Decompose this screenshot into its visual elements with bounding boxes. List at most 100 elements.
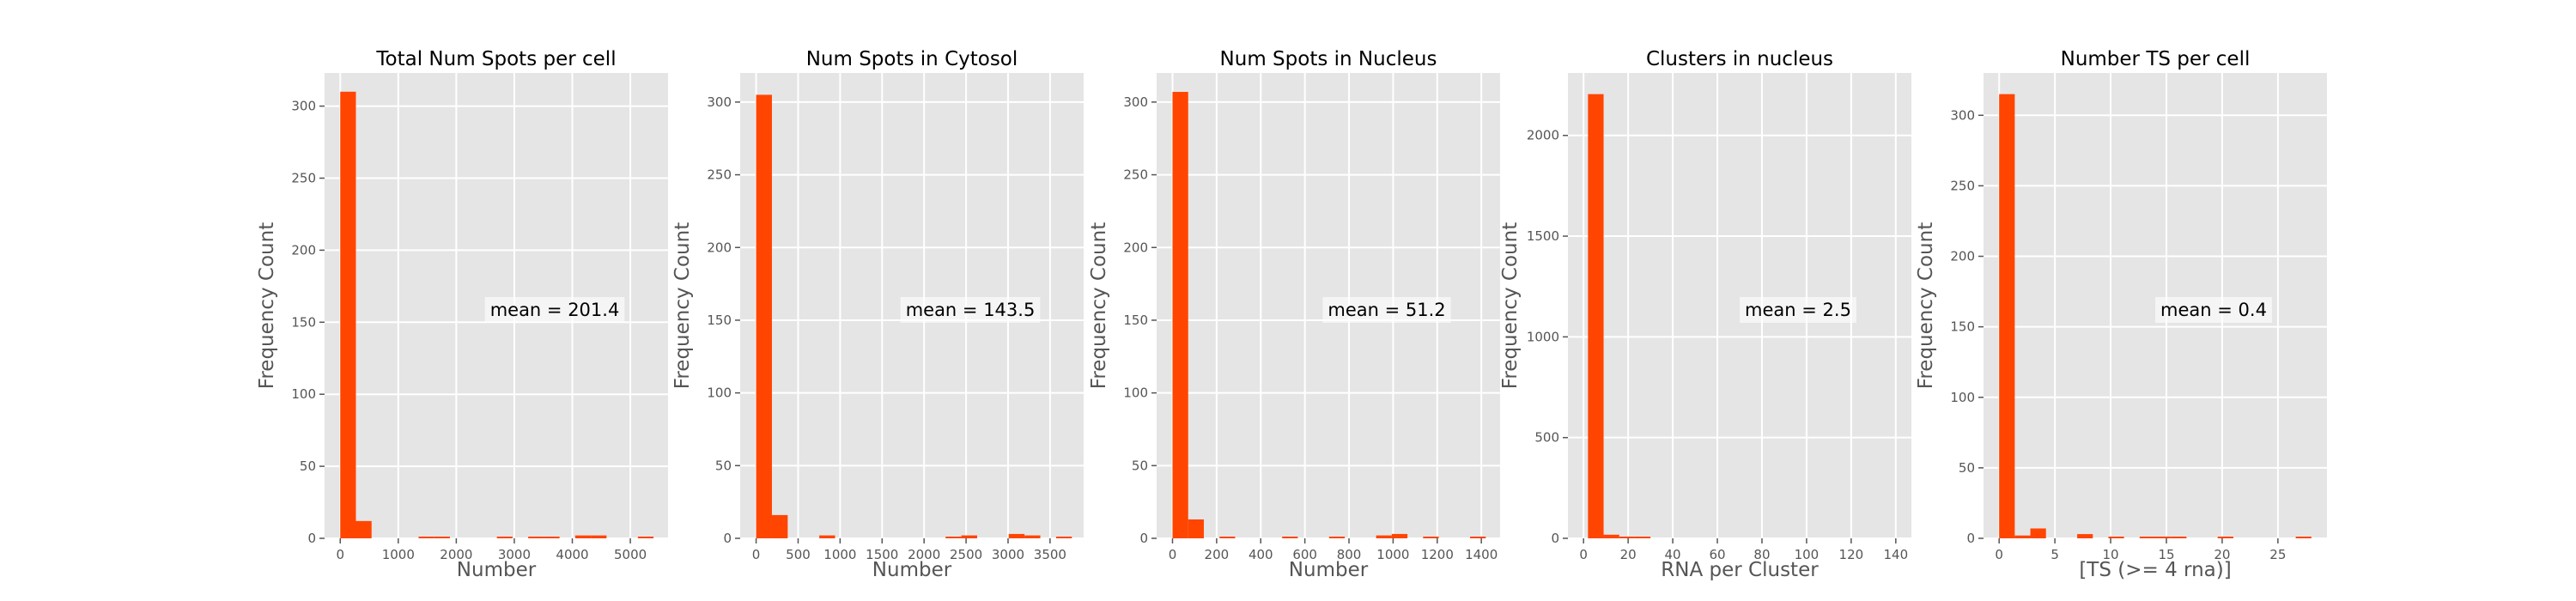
histogram-bar <box>1172 92 1188 539</box>
histogram-bar <box>2171 537 2187 538</box>
histogram-bar <box>1588 94 1604 539</box>
y-tick-label: 200 <box>291 242 316 258</box>
histogram-bar <box>1423 537 1439 538</box>
y-tick-label: 1500 <box>1527 228 1559 244</box>
chart-title: Total Num Spots per cell <box>375 48 616 70</box>
x-tick-label: 400 <box>1249 547 1273 562</box>
histogram-bar <box>1376 535 1392 538</box>
y-axis-label: Frequency Count <box>1088 222 1110 389</box>
y-tick-label: 300 <box>707 94 732 110</box>
x-tick-label: 140 <box>1883 547 1908 562</box>
y-axis-label: Frequency Count <box>671 222 694 389</box>
histogram-bar <box>819 535 835 538</box>
x-tick-label: 0 <box>1169 547 1177 562</box>
x-tick-label: 5 <box>2050 547 2059 562</box>
x-tick-label: 1000 <box>823 547 856 562</box>
y-tick-label: 100 <box>707 385 732 401</box>
histogram-bar <box>1282 537 1298 538</box>
x-tick-label: 800 <box>1337 547 1362 562</box>
y-tick-label: 150 <box>1123 313 1148 328</box>
histogram-bar <box>2139 537 2155 538</box>
histogram-bar <box>1634 537 1651 538</box>
mean-annotation: mean = 51.2 <box>1327 300 1445 320</box>
y-tick-label: 50 <box>300 458 316 474</box>
histogram-panel-3: 0 200 400 600 800 1000 1200 1400 0 50 100 150 200 250… <box>1088 48 1500 581</box>
y-tick-label: 2000 <box>1527 128 1559 143</box>
histogram-bar <box>1999 94 2015 539</box>
histogram-bar <box>574 535 592 538</box>
x-tick-label: 600 <box>1292 547 1317 562</box>
x-tick-label: 5000 <box>614 547 647 562</box>
x-tick-label: 1500 <box>866 547 898 562</box>
x-tick-label: 20 <box>1620 547 1637 562</box>
x-tick-label: 15 <box>2158 547 2174 562</box>
histogram-bar <box>544 537 560 538</box>
mean-annotation: mean = 201.4 <box>490 300 620 320</box>
histogram-bar <box>434 537 450 538</box>
histogram-bar <box>2077 534 2093 538</box>
plot-area <box>1568 73 1911 538</box>
histogram-bar <box>1188 519 1204 538</box>
x-tick-label: 1000 <box>1376 547 1409 562</box>
mean-annotation: mean = 2.5 <box>1745 300 1851 320</box>
y-tick-label: 0 <box>1139 531 1148 546</box>
histogram-bar <box>496 537 513 538</box>
histogram-bar <box>1619 537 1635 538</box>
x-tick-label: 4000 <box>556 547 588 562</box>
histogram-bar <box>637 537 654 538</box>
histogram-bar <box>2108 537 2124 538</box>
x-tick-label: 0 <box>752 547 761 562</box>
x-tick-label: 1400 <box>1465 547 1498 562</box>
x-tick-label: 500 <box>786 547 811 562</box>
histogram-bar <box>1328 537 1346 538</box>
y-tick-label: 0 <box>307 531 316 546</box>
histogram-bar <box>756 94 772 538</box>
histogram-bar <box>355 520 372 538</box>
y-tick-label: 100 <box>291 386 316 402</box>
chart-title: Number TS per cell <box>2061 48 2251 70</box>
chart-title: Clusters in nucleus <box>1646 48 1833 70</box>
x-tick-label: 3000 <box>992 547 1024 562</box>
y-tick-label: 0 <box>723 531 732 546</box>
y-axis-label: Frequency Count <box>1499 222 1522 389</box>
x-axis-label: RNA per Cluster <box>1661 559 1819 581</box>
histogram-bar <box>1603 534 1619 538</box>
histogram-panel-1: 0 1000 2000 3000 4000 5000 0 50 100 150 200 250 300 T… <box>256 48 668 581</box>
histogram-bar <box>771 514 788 538</box>
histogram-bar <box>2155 537 2172 538</box>
mean-annotation: mean = 0.4 <box>2160 300 2267 320</box>
x-tick-label: 1200 <box>1421 547 1454 562</box>
y-tick-label: 50 <box>1959 460 1975 476</box>
histogram-bar <box>528 537 544 538</box>
y-tick-label: 500 <box>1534 430 1559 446</box>
mean-annotation-box <box>1740 297 1856 323</box>
y-axis-label: Frequency Count <box>1915 222 1937 389</box>
histogram-bar <box>418 537 434 538</box>
histogram-bar <box>340 91 356 539</box>
mean-annotation-box <box>1322 297 1451 323</box>
chart-title: Num Spots in Cytosol <box>806 48 1018 70</box>
y-tick-label: 250 <box>291 170 316 185</box>
histogram-bar <box>1470 537 1486 538</box>
y-tick-label: 150 <box>291 314 316 330</box>
x-tick-label: 2000 <box>440 547 472 562</box>
x-tick-label: 0 <box>1995 547 2003 562</box>
y-tick-label: 1000 <box>1527 329 1559 344</box>
x-tick-label: 1000 <box>382 547 415 562</box>
x-axis-label: [TS (>= 4 rna)] <box>2079 559 2231 581</box>
y-tick-label: 200 <box>1123 240 1148 255</box>
y-tick-label: 250 <box>1123 167 1148 183</box>
y-tick-label: 100 <box>1950 390 1975 405</box>
x-tick-label: 0 <box>1579 547 1588 562</box>
y-axis-label: Frequency Count <box>256 222 278 389</box>
histogram-bar <box>1008 533 1025 538</box>
histogram-bar <box>961 535 977 538</box>
y-tick-label: 50 <box>715 458 732 473</box>
histogram-bar <box>1055 537 1072 538</box>
x-axis-label: Number <box>872 559 952 581</box>
mean-annotation-box <box>484 297 625 323</box>
y-tick-label: 250 <box>707 167 732 183</box>
x-tick-label: 3000 <box>498 547 531 562</box>
